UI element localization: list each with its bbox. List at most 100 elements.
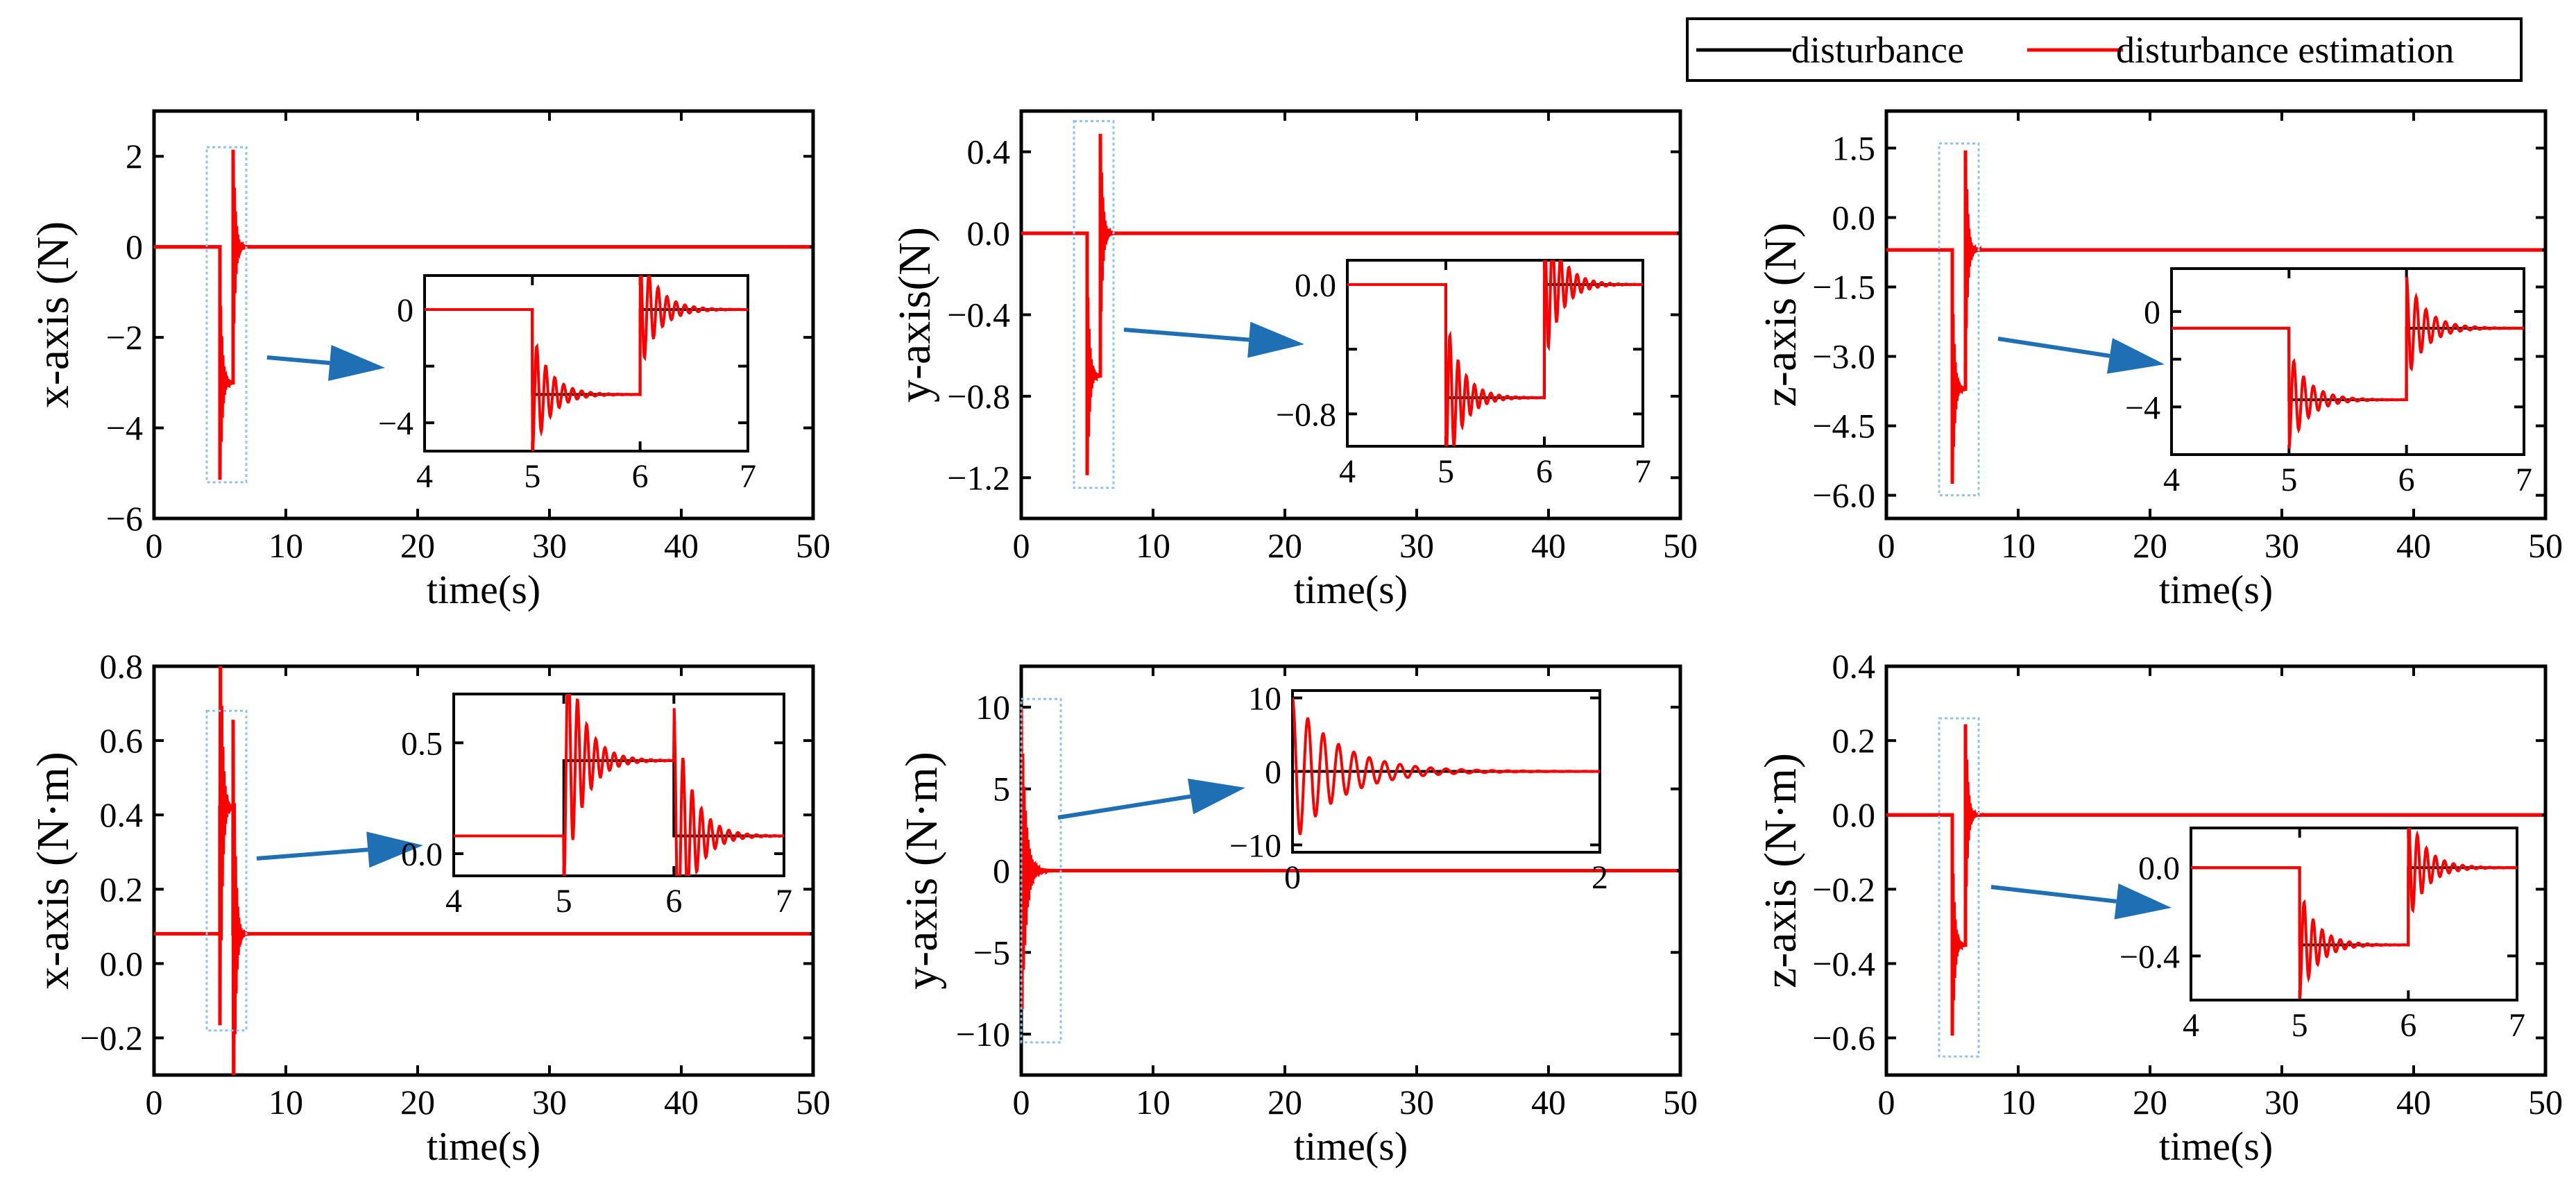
inset-x-tick-label: 6	[665, 883, 682, 920]
inset-y-tick-label: −4	[378, 405, 413, 442]
legend: disturbance disturbance estimation	[1686, 17, 2523, 82]
x-axis-title: time(s)	[2159, 567, 2273, 612]
y-tick-label: −5	[973, 933, 1010, 972]
legend-estimation-label: disturbance estimation	[2116, 29, 2454, 71]
inset-x-tick-label: 4	[2183, 1007, 2199, 1044]
inset-chart: 4 5 6 7 −4 0	[2125, 267, 2532, 498]
chart-panel-2: 0 10 20 30 40 50 −1.2 −0.8 −0.4 0.0 0.4 4 5 6 7 −0.8 0.0…	[889, 109, 1698, 612]
inset-y-tick-label: 10	[1248, 681, 1281, 718]
inset-x-tick-label: 4	[416, 458, 433, 495]
zoom-arrow-head	[1247, 321, 1304, 358]
inset-x-tick-label: 7	[2509, 1007, 2525, 1044]
x-axis-title: time(s)	[427, 1124, 540, 1169]
inset-y-tick-label: −0.4	[2119, 938, 2180, 975]
y-tick-label: −1.2	[947, 458, 1010, 497]
inset-y-tick-label: 0	[1265, 754, 1281, 791]
inset-y-tick-label: 0.0	[2138, 850, 2180, 887]
x-tick-label: 10	[1136, 526, 1170, 565]
inset-x-tick-label: 5	[556, 883, 572, 920]
y-axis-title: y-axis (N·m)	[896, 752, 947, 990]
chart-panel-6: 0 10 20 30 40 50 −0.6 −0.4 −0.2 0.0 0.2 0.4 4 5 6 7 −0.4…	[1755, 647, 2563, 1169]
x-tick-label: 20	[2133, 1083, 2167, 1122]
x-tick-label: 50	[796, 526, 830, 565]
inset-x-tick-label: 5	[1438, 453, 1454, 490]
inset-estimation-series	[425, 276, 748, 451]
inset-y-tick-label: 0.5	[401, 725, 443, 762]
inset-x-tick-label: 0	[1284, 859, 1301, 896]
inset-x-tick-label: 4	[1339, 453, 1356, 490]
zoom-arrow-shaft	[1123, 328, 1249, 342]
y-tick-label: 0.2	[1832, 721, 1876, 760]
x-tick-label: 0	[1013, 1083, 1030, 1122]
y-tick-label: −0.4	[1812, 944, 1875, 983]
inset-y-tick-label: −4	[2125, 389, 2160, 426]
chart-panel-3: 0 10 20 30 40 50 −6.0 −4.5 −3.0 −1.5 0.0 1.5 4 5 6 7 −4 0…	[1755, 109, 2563, 612]
estimation-series	[1021, 707, 1678, 1010]
y-tick-label: 0.0	[1832, 198, 1876, 237]
y-tick-label: 0.4	[100, 795, 144, 834]
zoom-arrow-shaft	[1997, 337, 2110, 358]
y-tick-label: 10	[975, 688, 1010, 727]
x-tick-label: 50	[796, 1083, 830, 1122]
x-tick-label: 20	[400, 526, 435, 565]
zoom-region-box	[1938, 142, 1980, 497]
y-axis-title: x-axis (N)	[28, 221, 78, 408]
x-tick-label: 40	[2396, 1083, 2431, 1122]
x-tick-label: 40	[664, 1083, 699, 1122]
y-tick-label: −0.8	[947, 377, 1010, 416]
y-tick-label: −1.5	[1812, 267, 1875, 306]
inset-x-tick-label: 6	[632, 458, 649, 495]
zoom-arrow-shaft	[1057, 794, 1191, 820]
inset-plot-frame	[2190, 827, 2518, 1001]
inset-x-tick-label: 5	[524, 458, 540, 495]
x-tick-label: 10	[2001, 1083, 2036, 1122]
x-axis-title: time(s)	[427, 567, 540, 612]
y-tick-label: 0	[126, 228, 143, 267]
inset-x-tick-label: 5	[2292, 1007, 2308, 1044]
x-tick-label: 30	[2264, 526, 2299, 565]
x-tick-label: 30	[532, 1083, 567, 1122]
inset-x-tick-label: 4	[2163, 462, 2180, 498]
y-tick-label: 0.6	[100, 721, 144, 760]
zoom-region-box	[1020, 697, 1062, 1044]
y-tick-label: −2	[106, 318, 143, 357]
inset-x-tick-label: 5	[2280, 462, 2297, 498]
inset-x-tick-label: 6	[2398, 462, 2415, 498]
inset-x-tick-label: 7	[740, 458, 756, 495]
y-tick-label: −0.4	[947, 296, 1010, 335]
y-tick-label: −4	[106, 409, 143, 448]
estimation-series	[154, 666, 810, 1075]
inset-chart: 4 5 6 7 0.0 0.5	[401, 693, 792, 920]
y-tick-label: 0.0	[967, 214, 1011, 253]
inset-estimation-series	[454, 694, 784, 876]
x-tick-label: 20	[1268, 1083, 1302, 1122]
inset-plot-frame	[452, 693, 785, 877]
y-tick-label: −0.2	[1812, 870, 1875, 908]
zoom-arrow-head	[1187, 778, 1245, 815]
inset-y-tick-label: −0.8	[1276, 396, 1336, 433]
x-tick-label: 0	[146, 1083, 163, 1122]
y-tick-label: 0	[993, 852, 1010, 890]
chart-panel-1: 0 10 20 30 40 50 −6 −4 −2 0 2 4 5 6 7 −4 0 time(s) x-axis …	[28, 109, 830, 612]
x-tick-label: 30	[2264, 1083, 2299, 1122]
x-tick-label: 50	[2528, 1083, 2563, 1122]
estimation-series	[1021, 133, 1678, 475]
inset-chart: 4 5 6 7 −0.8 0.0	[1276, 259, 1651, 490]
inset-chart: 4 5 6 7 −0.4 0.0	[2119, 827, 2525, 1044]
inset-x-tick-label: 7	[776, 883, 792, 920]
zoom-arrow-shaft	[256, 847, 368, 861]
y-tick-label: −10	[956, 1015, 1010, 1054]
x-tick-label: 0	[1878, 526, 1895, 565]
inset-x-tick-label: 4	[445, 883, 462, 920]
zoom-region-box	[205, 709, 248, 1032]
y-tick-label: 0.4	[1832, 647, 1876, 686]
inset-estimation-series	[1347, 260, 1643, 446]
x-tick-label: 10	[2001, 526, 2036, 565]
inset-plot-frame	[1346, 259, 1644, 448]
x-tick-label: 40	[2396, 526, 2431, 565]
inset-y-tick-label: 0	[2144, 294, 2160, 331]
x-tick-label: 10	[268, 526, 303, 565]
